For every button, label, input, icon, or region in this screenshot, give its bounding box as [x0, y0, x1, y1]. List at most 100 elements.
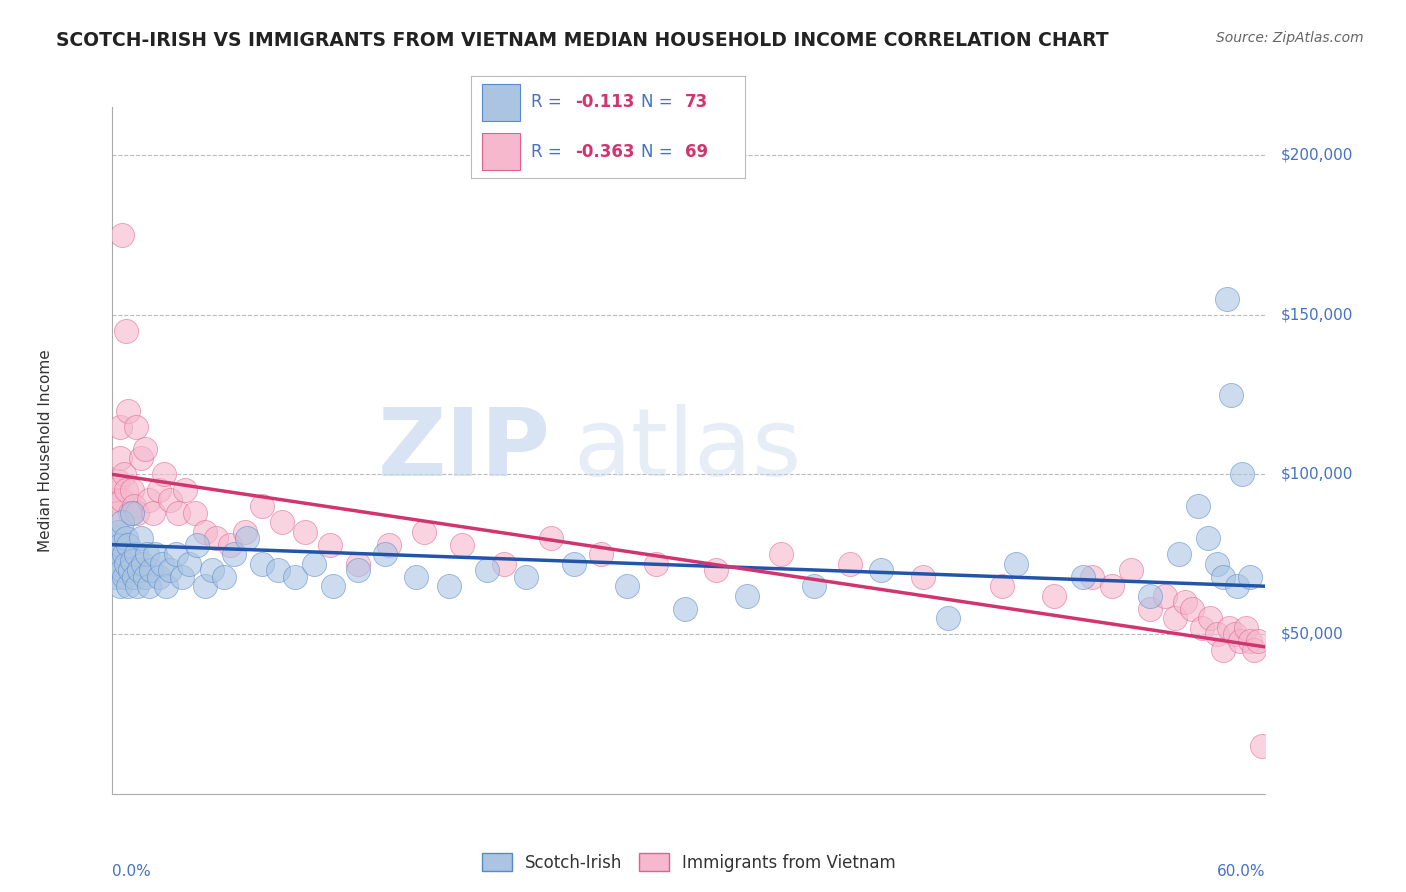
Point — [107, 557, 129, 571]
Text: 60.0%: 60.0% — [1218, 864, 1265, 880]
Point — [108, 579, 131, 593]
Point — [103, 547, 125, 561]
Point — [115, 324, 138, 338]
Point — [108, 451, 131, 466]
Point — [201, 563, 224, 577]
Point — [616, 579, 638, 593]
Point — [138, 579, 160, 593]
Point — [1223, 627, 1246, 641]
Point — [1071, 569, 1094, 583]
Point — [105, 493, 128, 508]
Point — [127, 579, 149, 593]
Point — [122, 500, 145, 514]
Point — [139, 563, 162, 577]
Point — [1191, 621, 1213, 635]
Point — [1206, 627, 1229, 641]
Point — [112, 547, 135, 561]
Point — [1197, 531, 1219, 545]
Point — [318, 538, 340, 552]
Point — [1139, 589, 1161, 603]
Point — [294, 524, 316, 539]
Point — [155, 579, 177, 593]
Point — [1247, 633, 1270, 648]
Point — [184, 506, 207, 520]
Point — [589, 547, 612, 561]
Point — [494, 557, 516, 571]
Text: Source: ZipAtlas.com: Source: ZipAtlas.com — [1216, 31, 1364, 45]
Point — [936, 611, 959, 625]
Text: 73: 73 — [685, 94, 709, 112]
Point — [673, 601, 696, 615]
Point — [121, 554, 143, 568]
Point — [107, 506, 129, 520]
Point — [124, 547, 146, 561]
Point — [1234, 621, 1257, 635]
Point — [179, 557, 201, 571]
Text: $200,000: $200,000 — [1281, 147, 1353, 162]
Point — [115, 531, 138, 545]
Point — [108, 419, 131, 434]
Point — [1081, 569, 1104, 583]
Point — [121, 483, 143, 498]
Point — [222, 547, 245, 561]
Point — [142, 506, 165, 520]
Point — [186, 538, 208, 552]
Point — [1225, 579, 1247, 593]
Legend: Scotch-Irish, Immigrants from Vietnam: Scotch-Irish, Immigrants from Vietnam — [475, 847, 903, 879]
Point — [270, 516, 292, 530]
Point — [129, 531, 153, 545]
Point — [112, 467, 135, 482]
Point — [233, 524, 256, 539]
Point — [475, 563, 498, 577]
Text: R =: R = — [531, 94, 568, 112]
Point — [105, 569, 128, 583]
Point — [1206, 557, 1229, 571]
Point — [108, 538, 131, 552]
Point — [540, 531, 562, 545]
Point — [1250, 739, 1272, 753]
Point — [803, 579, 825, 593]
Text: Median Household Income: Median Household Income — [38, 349, 53, 552]
Point — [870, 563, 893, 577]
Point — [134, 569, 156, 583]
Text: N =: N = — [641, 94, 678, 112]
Point — [347, 557, 370, 571]
Point — [770, 547, 793, 561]
Text: -0.363: -0.363 — [575, 143, 634, 161]
Point — [115, 483, 138, 498]
Point — [111, 227, 134, 242]
Point — [159, 563, 181, 577]
Point — [451, 538, 474, 552]
Point — [284, 569, 307, 583]
Point — [148, 483, 170, 498]
Point — [127, 506, 149, 520]
Point — [1216, 292, 1239, 306]
Point — [412, 524, 434, 539]
Point — [170, 569, 193, 583]
Point — [252, 557, 274, 571]
Point — [347, 563, 370, 577]
Point — [121, 506, 143, 520]
Point — [111, 563, 134, 577]
Point — [117, 579, 139, 593]
Point — [304, 557, 326, 571]
Point — [194, 524, 217, 539]
Point — [112, 569, 135, 583]
Point — [645, 557, 668, 571]
Text: 69: 69 — [685, 143, 709, 161]
Point — [1174, 595, 1197, 609]
Point — [107, 474, 129, 488]
Point — [166, 506, 188, 520]
Point — [1119, 563, 1142, 577]
Point — [1167, 547, 1189, 561]
Point — [107, 524, 129, 539]
Point — [136, 547, 159, 561]
Point — [132, 557, 155, 571]
Point — [129, 451, 153, 466]
Text: $150,000: $150,000 — [1281, 307, 1353, 322]
Point — [735, 589, 758, 603]
Point — [267, 563, 290, 577]
Point — [205, 531, 228, 545]
Point — [124, 419, 146, 434]
Point — [322, 579, 344, 593]
